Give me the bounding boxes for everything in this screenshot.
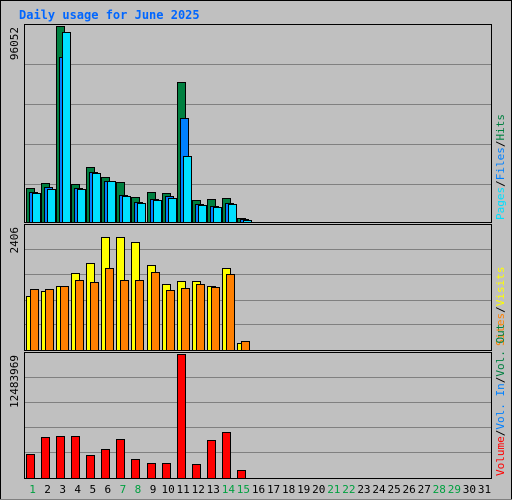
bar-sites-day-4 bbox=[75, 280, 84, 351]
legend-hits-files-pages-item-2: Files bbox=[494, 147, 507, 180]
bar-volume-day-5 bbox=[86, 455, 95, 479]
x-tick-label-9: 9 bbox=[150, 483, 157, 496]
bar-sites-day-8 bbox=[135, 280, 144, 351]
bar-pages-day-10 bbox=[168, 198, 177, 223]
bar-pages-day-15 bbox=[243, 220, 252, 223]
bar-volume-day-11 bbox=[177, 354, 186, 479]
bar-sites-day-11 bbox=[181, 288, 190, 351]
x-tick-label-19: 19 bbox=[297, 483, 310, 496]
x-tick-label-16: 16 bbox=[252, 483, 265, 496]
bar-sites-day-9 bbox=[151, 272, 160, 351]
x-tick-label-20: 20 bbox=[312, 483, 325, 496]
x-tick-label-3: 3 bbox=[59, 483, 66, 496]
bar-volume-day-12 bbox=[192, 464, 201, 479]
bar-volume-day-1 bbox=[26, 454, 35, 479]
bar-volume-day-8 bbox=[131, 459, 140, 479]
x-tick-label-25: 25 bbox=[387, 483, 400, 496]
bar-volume-day-13 bbox=[207, 440, 216, 479]
legend-visits-sites-item-0: Sites bbox=[494, 313, 507, 346]
x-tick-label-12: 12 bbox=[192, 483, 205, 496]
x-tick-label-31: 31 bbox=[478, 483, 491, 496]
bar-sites-day-14 bbox=[226, 274, 235, 351]
bar-sites-day-5 bbox=[90, 282, 99, 351]
panel-0-ymax-label: 96052 bbox=[8, 27, 21, 60]
bar-volume-day-4 bbox=[71, 436, 80, 479]
legend-visits-sites-item-1: / bbox=[494, 306, 507, 313]
legend-volume-item-1: / bbox=[494, 430, 507, 437]
chart-title: Daily usage for June 2025 bbox=[19, 8, 200, 22]
bar-sites-day-7 bbox=[120, 280, 129, 351]
bar-pages-day-7 bbox=[122, 196, 131, 223]
bar-pages-day-4 bbox=[77, 189, 86, 223]
bar-pages-day-8 bbox=[137, 203, 146, 223]
x-tick-label-15: 15 bbox=[237, 483, 250, 496]
legend-volume-item-3: / bbox=[494, 377, 507, 384]
x-tick-label-29: 29 bbox=[448, 483, 461, 496]
x-tick-label-24: 24 bbox=[372, 483, 386, 496]
panel-2-ymax-label: 12483969 bbox=[8, 355, 21, 408]
bar-pages-day-5 bbox=[92, 173, 101, 223]
legend-volume-item-4: Vol. Out bbox=[494, 324, 507, 377]
legend-hits-files-pages: Pages/Files/Hits bbox=[494, 114, 507, 220]
bar-sites-day-1 bbox=[30, 289, 39, 351]
x-tick-label-8: 8 bbox=[135, 483, 142, 496]
bar-sites-day-12 bbox=[196, 284, 205, 351]
bar-pages-day-14 bbox=[228, 204, 237, 223]
x-tick-label-10: 10 bbox=[161, 483, 174, 496]
bar-pages-day-6 bbox=[107, 181, 116, 223]
x-tick-label-4: 4 bbox=[74, 483, 81, 496]
bar-volume-day-6 bbox=[101, 449, 110, 479]
bar-pages-day-9 bbox=[153, 200, 162, 223]
x-tick-label-6: 6 bbox=[105, 483, 112, 496]
bar-pages-day-1 bbox=[32, 193, 41, 223]
bar-pages-day-3 bbox=[62, 32, 71, 223]
legend-hits-files-pages-item-0: Pages bbox=[494, 187, 507, 220]
legend-hits-files-pages-item-1: / bbox=[494, 180, 507, 187]
bar-pages-day-13 bbox=[213, 207, 222, 223]
bar-pages-day-2 bbox=[47, 189, 56, 223]
x-tick-label-23: 23 bbox=[357, 483, 370, 496]
bar-sites-day-3 bbox=[60, 286, 69, 351]
bar-sites-day-10 bbox=[166, 290, 175, 351]
legend-volume-item-0: Volume bbox=[494, 436, 507, 476]
x-tick-label-27: 27 bbox=[418, 483, 431, 496]
legend-volume-item-2: Vol. In bbox=[494, 383, 507, 429]
x-tick-label-17: 17 bbox=[267, 483, 280, 496]
x-tick-label-2: 2 bbox=[44, 483, 51, 496]
x-tick-label-1: 1 bbox=[29, 483, 36, 496]
legend-hits-files-pages-item-4: Hits bbox=[494, 114, 507, 141]
legend-hits-files-pages-item-3: / bbox=[494, 141, 507, 148]
x-tick-label-7: 7 bbox=[120, 483, 127, 496]
legend-visits-sites-item-2: Visits bbox=[494, 267, 507, 307]
bar-sites-day-2 bbox=[45, 289, 54, 351]
x-tick-label-26: 26 bbox=[403, 483, 416, 496]
legend-volume: Volume/Vol. In/Vol. Out bbox=[494, 324, 507, 476]
x-tick-label-11: 11 bbox=[177, 483, 190, 496]
bar-volume-day-7 bbox=[116, 439, 125, 479]
bar-volume-day-14 bbox=[222, 432, 231, 479]
x-tick-label-22: 22 bbox=[342, 483, 355, 496]
x-tick-label-21: 21 bbox=[327, 483, 340, 496]
bar-volume-day-9 bbox=[147, 463, 156, 479]
bar-volume-day-2 bbox=[41, 437, 50, 479]
panel-1-ymax-label: 2406 bbox=[8, 227, 21, 254]
x-tick-label-30: 30 bbox=[463, 483, 476, 496]
bar-volume-day-3 bbox=[56, 436, 65, 479]
bar-sites-day-13 bbox=[211, 287, 220, 351]
x-tick-label-18: 18 bbox=[282, 483, 295, 496]
legend-visits-sites: Sites/Visits bbox=[494, 267, 507, 347]
bar-volume-day-10 bbox=[162, 463, 171, 479]
x-tick-label-14: 14 bbox=[222, 483, 236, 496]
x-tick-label-5: 5 bbox=[89, 483, 96, 496]
x-tick-label-13: 13 bbox=[207, 483, 220, 496]
x-tick-label-28: 28 bbox=[433, 483, 446, 496]
bar-pages-day-11 bbox=[183, 156, 192, 223]
bar-pages-day-12 bbox=[198, 205, 207, 223]
bar-sites-day-6 bbox=[105, 268, 114, 351]
bar-sites-day-15 bbox=[241, 341, 250, 351]
bar-volume-day-15 bbox=[237, 470, 246, 479]
